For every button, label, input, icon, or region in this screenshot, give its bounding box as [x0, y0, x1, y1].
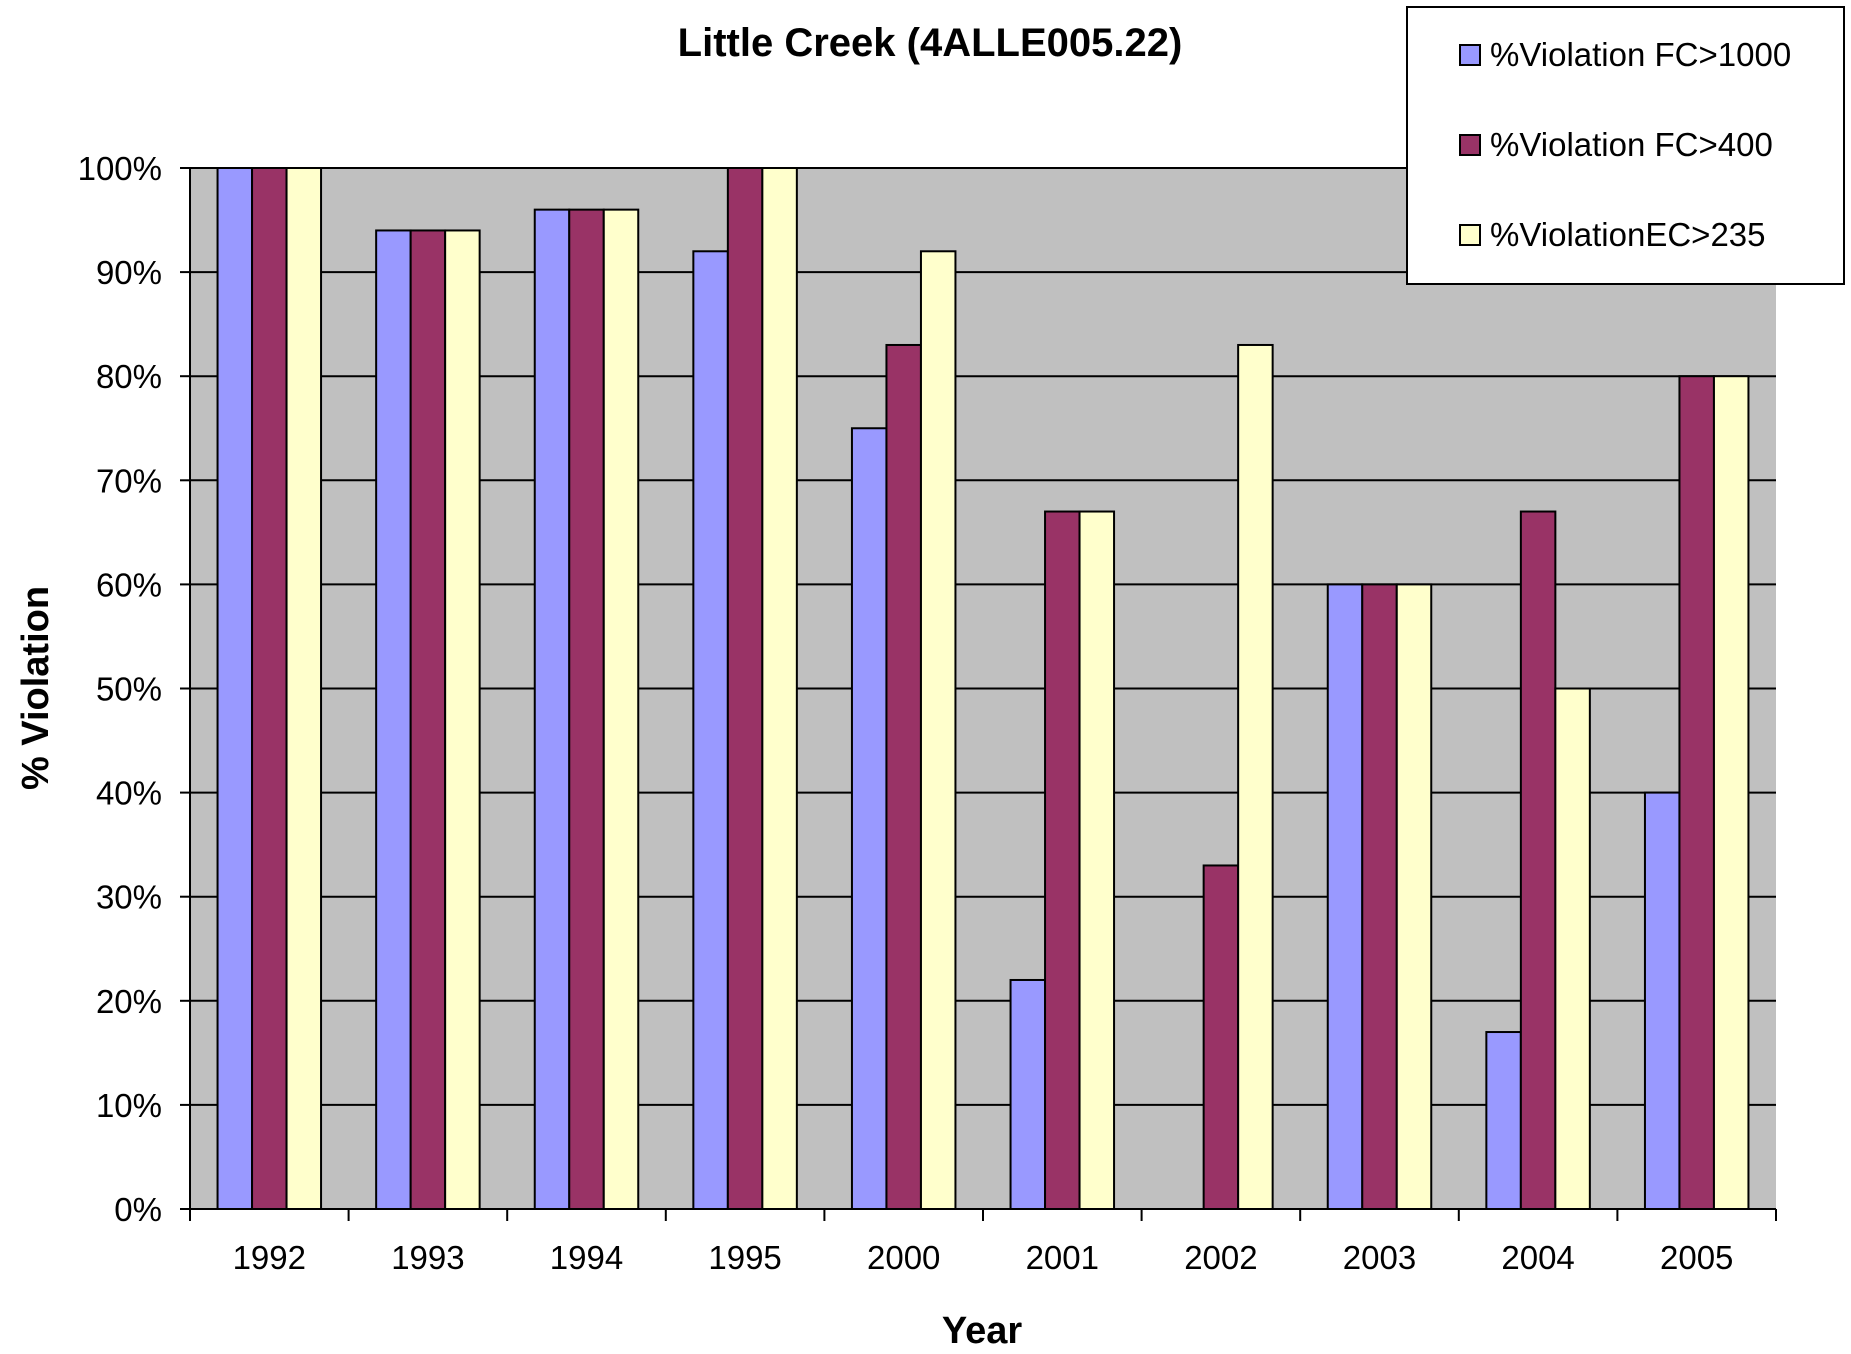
bars [216, 167, 1750, 1211]
x-tick-label: 1995 [708, 1239, 781, 1276]
bar [1078, 510, 1116, 1210]
x-tick-label: 2003 [1343, 1239, 1416, 1276]
legend-label: %Violation FC>1000 [1490, 36, 1791, 73]
y-tick-label: 70% [96, 462, 162, 499]
chart-title: Little Creek (4ALLE005.22) [678, 21, 1183, 65]
bar [251, 167, 288, 1210]
y-axis-title: % Violation [15, 586, 57, 790]
x-tick-label: 2000 [867, 1239, 940, 1276]
bar [726, 167, 764, 1210]
y-tick-label: 0% [114, 1191, 162, 1228]
legend-swatch [1459, 134, 1481, 156]
x-axis-title: Year [942, 1310, 1023, 1349]
legend-swatch [1459, 44, 1481, 66]
y-tick-label: 40% [96, 775, 162, 812]
bar [1485, 1031, 1522, 1211]
bar [761, 167, 798, 1210]
bar [1395, 583, 1433, 1210]
y-tick-label: 80% [96, 358, 162, 395]
legend: %Violation FC>1000 %Violation FC>400 %Viol… [1406, 6, 1845, 285]
bar [444, 229, 481, 1210]
x-tick-label: 2002 [1184, 1239, 1257, 1276]
bar [1678, 375, 1715, 1210]
bar [1202, 864, 1240, 1210]
x-tick-label: 1993 [391, 1239, 464, 1276]
bar [850, 427, 888, 1210]
bar [1643, 791, 1681, 1210]
x-tick-label: 2001 [1026, 1239, 1099, 1276]
x-tick-label: 1992 [233, 1239, 306, 1276]
y-tick-label: 30% [96, 879, 162, 916]
bar [568, 208, 605, 1210]
bar [1326, 583, 1364, 1210]
axes [180, 167, 1777, 1221]
x-tick-labels: 1992 1993 1994 1995 2000 2001 2002 2003 2004 2005 [233, 1239, 1734, 1276]
y-tick-label: 90% [96, 254, 162, 291]
bar [533, 208, 571, 1210]
bar [1712, 375, 1750, 1210]
bar [885, 343, 922, 1211]
legend-swatch [1459, 224, 1481, 246]
bar [375, 229, 412, 1210]
y-tick-labels: 0% 10% 20% 30% 40% 50% 60% 70% 80% 90% 100% [78, 150, 162, 1228]
y-tick-label: 50% [96, 671, 162, 708]
bar [1361, 583, 1398, 1210]
bar [919, 250, 957, 1210]
bar [1519, 510, 1557, 1210]
bar [1237, 343, 1274, 1211]
x-tick-label: 2005 [1660, 1239, 1733, 1276]
y-tick-label: 60% [96, 566, 162, 603]
bar [216, 167, 254, 1210]
bar [1554, 687, 1591, 1210]
x-tick-label: 1994 [550, 1239, 623, 1276]
y-tick-label: 20% [96, 983, 162, 1020]
y-tick-label: 10% [96, 1087, 162, 1124]
bar [602, 208, 640, 1210]
bar [409, 229, 447, 1210]
bar [285, 167, 323, 1210]
bar [1044, 510, 1081, 1210]
y-tick-label: 100% [78, 150, 162, 187]
bar [692, 250, 729, 1210]
legend-label: %ViolationEC>235 [1490, 216, 1766, 253]
bar [1009, 978, 1047, 1210]
legend-label: %Violation FC>400 [1490, 126, 1773, 163]
x-tick-label: 2004 [1501, 1239, 1574, 1276]
